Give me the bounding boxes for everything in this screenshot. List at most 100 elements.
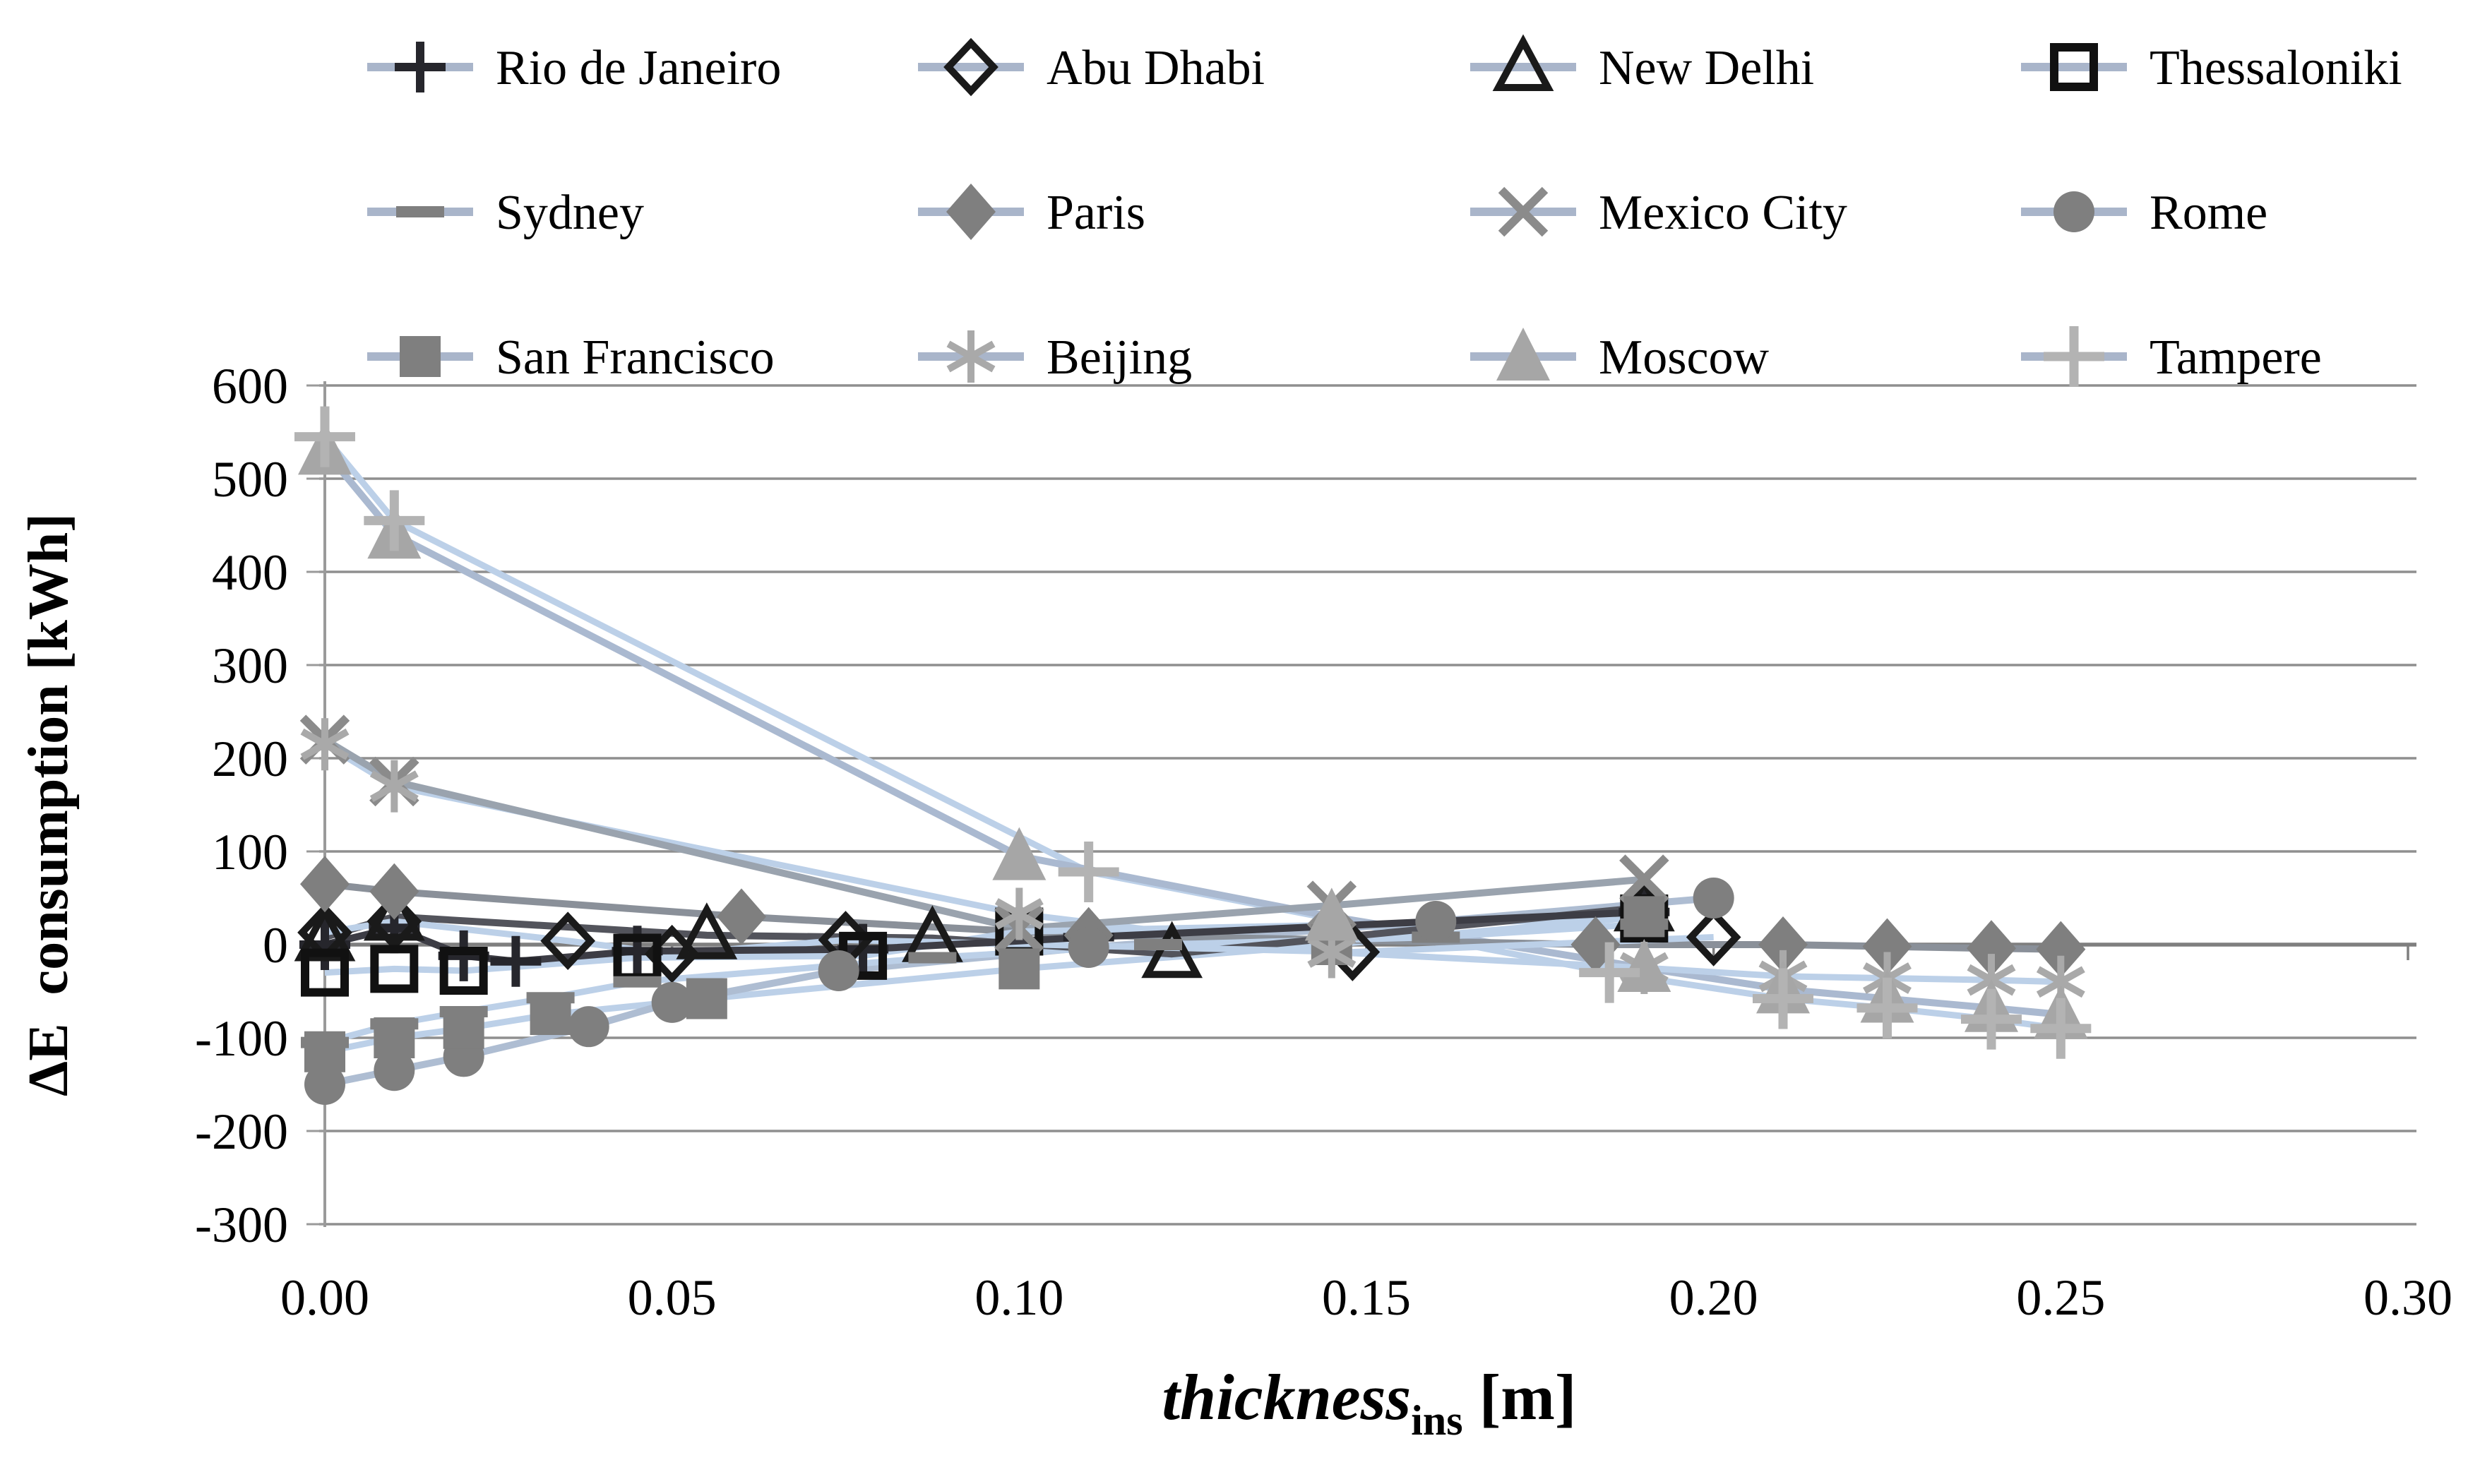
x-tick-label: 0.30	[2363, 1269, 2452, 1326]
marker-triangle-filled	[1304, 887, 1359, 941]
x-axis-title-subscript: ins	[1411, 1397, 1462, 1444]
marker-diamond-filled	[1862, 918, 1912, 975]
marker-plus-light	[294, 406, 355, 467]
y-tick-label: -300	[195, 1197, 288, 1253]
marker-dash	[1134, 939, 1182, 950]
x-axis-title: thicknessins [m]	[1142, 1361, 1590, 1444]
marker-asterisk	[300, 718, 350, 771]
y-tick-label: 200	[212, 731, 288, 787]
legend-label: Mexico City	[1599, 186, 1847, 240]
x-tick-label: 0.00	[280, 1269, 369, 1326]
marker-plus-light	[364, 490, 425, 551]
y-tick-label: -100	[195, 1010, 288, 1067]
legend-item-san-francisco: San Francisco	[367, 330, 775, 385]
marker-square-filled	[304, 1031, 345, 1072]
marker-circle-filled	[1068, 926, 1109, 968]
marker-plus-light	[1058, 842, 1119, 903]
marker-asterisk	[994, 887, 1044, 940]
marker-dash	[396, 206, 444, 217]
x-axis-title-unit: [m]	[1463, 1361, 1577, 1433]
marker-triangle-open	[363, 883, 425, 941]
marker-triangle-open	[294, 904, 356, 962]
x-tick-label: 0.10	[974, 1269, 1063, 1326]
marker-triangle-open	[1141, 921, 1203, 979]
legend-item-abu-dhabi: Abu Dhabi	[918, 37, 1265, 97]
marker-square-open	[370, 945, 419, 993]
marker-circle-filled	[1693, 878, 1734, 918]
marker-asterisk	[946, 330, 996, 383]
legend-item-moscow: Moscow	[1470, 328, 1770, 385]
legend-label: Beijing	[1047, 330, 1192, 385]
marker-square-filled	[998, 948, 1040, 990]
x-tick-labels: 0.00 0.05 0.10 0.15 0.20 0.25 0.30	[280, 1269, 2452, 1326]
marker-triangle-filled	[1617, 939, 1671, 992]
marker-square-open	[439, 946, 488, 995]
marker-triangle-filled	[992, 827, 1047, 880]
marker-triangle-open	[676, 902, 738, 959]
x-tick-label: 0.15	[1322, 1269, 1411, 1326]
marker-square-open	[2050, 43, 2098, 91]
marker-diamond-filled	[300, 856, 350, 913]
marker-plus-light	[2030, 998, 2092, 1059]
marker-square-filled	[530, 994, 571, 1035]
y-tick-label: 600	[212, 358, 288, 414]
marker-circle-filled	[818, 950, 859, 991]
x-tick-label: 0.05	[628, 1269, 717, 1326]
x-tick-label: 0.25	[2016, 1269, 2105, 1326]
gridlines	[319, 384, 2416, 1226]
marker-square-filled	[1623, 896, 1665, 938]
marker-square-open	[301, 948, 349, 997]
legend-label: Moscow	[1599, 330, 1770, 385]
legend-item-paris: Paris	[918, 184, 1145, 240]
marker-circle-filled	[304, 1064, 345, 1105]
marker-circle-filled	[1415, 901, 1457, 942]
series-markers	[294, 406, 2092, 1105]
legend-label: Tampere	[2150, 330, 2322, 385]
marker-plus-dark	[490, 935, 542, 987]
legend-item-rio-de-janeiro: Rio de Janeiro	[367, 41, 781, 95]
marker-diamond-filled	[369, 863, 419, 920]
marker-square-filled	[374, 1017, 415, 1058]
marker-square-filled	[443, 1007, 484, 1049]
marker-dash	[613, 976, 662, 988]
y-tick-label: 500	[212, 451, 288, 508]
marker-diamond-filled	[2036, 921, 2086, 978]
legend-item-beijing: Beijing	[918, 330, 1192, 385]
marker-plus-dark	[395, 42, 446, 92]
marker-plus-light	[1961, 988, 2022, 1050]
legend-label: Sydney	[496, 186, 644, 240]
marker-square-filled	[400, 336, 441, 377]
marker-diamond-filled	[1758, 916, 1808, 973]
legend-label: Rio de Janeiro	[496, 41, 781, 95]
marker-asterisk	[369, 760, 419, 813]
legend-item-thessaloniki: Thessaloniki	[2021, 41, 2402, 95]
series-markers-rome	[304, 878, 1734, 1105]
legend-label: Rome	[2150, 186, 2267, 240]
marker-circle-filled	[374, 1050, 415, 1091]
y-tick-label: 100	[212, 824, 288, 880]
marker-plus-light	[1753, 968, 1813, 1029]
legend-item-rome: Rome	[2021, 186, 2267, 240]
y-tick-label: 0	[263, 917, 288, 974]
marker-diamond-open	[540, 911, 596, 971]
marker-dash	[908, 952, 957, 964]
x-tick-label: 0.20	[1669, 1269, 1758, 1326]
marker-triangle-open	[1492, 34, 1554, 91]
legend-item-tampere: Tampere	[2021, 326, 2322, 387]
marker-circle-filled	[651, 981, 693, 1023]
marker-diamond-filled	[1967, 920, 2016, 977]
legend-label: New Delhi	[1599, 41, 1814, 95]
y-tick-label: -200	[195, 1103, 288, 1160]
legend-item-mexico-city: Mexico City	[1470, 186, 1847, 240]
legend: Rio de Janeiro Abu Dhabi New Delhi Thessalo…	[367, 34, 2402, 387]
series-markers-tampere	[294, 406, 2092, 1059]
legend-label: Paris	[1047, 186, 1145, 240]
marker-diamond-open	[1686, 908, 1741, 967]
series-markers-paris	[300, 856, 2086, 978]
marker-triangle-filled	[1496, 328, 1550, 381]
legend-label: Thessaloniki	[2150, 41, 2402, 95]
marker-square-filled	[686, 978, 727, 1019]
legend-label: San Francisco	[496, 330, 775, 385]
y-tick-label: 300	[212, 638, 288, 694]
